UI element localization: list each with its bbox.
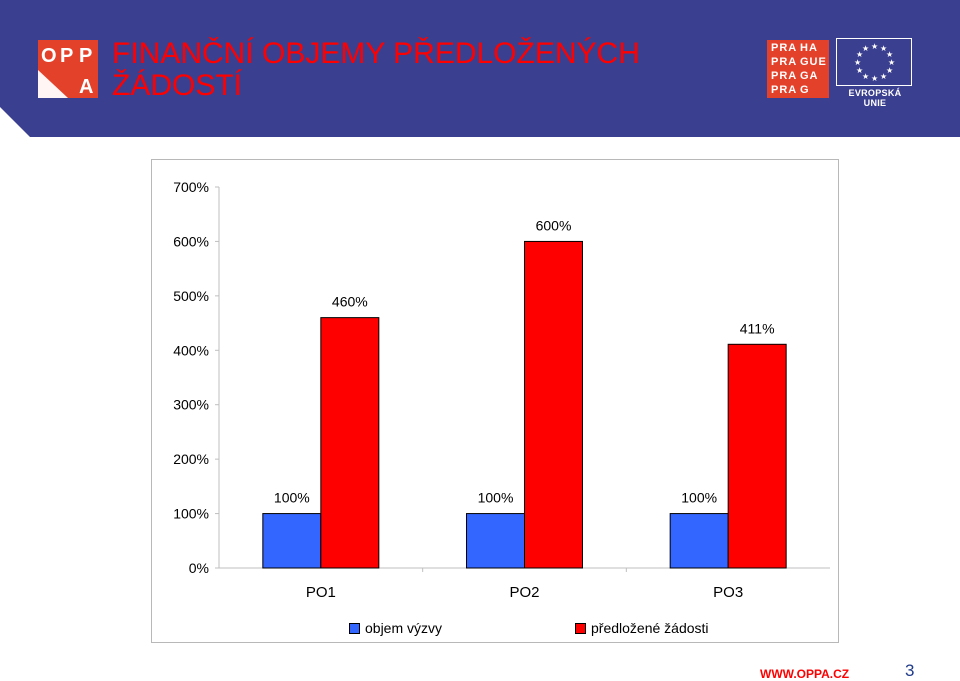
praha-logo-r1b: HA [800, 42, 818, 54]
bar-objem-po3 [669, 513, 729, 569]
header-background [0, 0, 960, 137]
y-tick-label: 200% [173, 451, 209, 467]
svg-text:★: ★ [886, 66, 893, 75]
y-tick-label: 600% [173, 233, 209, 249]
footer-url[interactable]: WWW.OPPA.CZ [760, 667, 850, 681]
praha-logo: PRA HA PRA GUE PRA GA PRA G [767, 40, 829, 98]
chart-frame: 0% 100% 200% 300% 400% 500% 600% 700% PO1 100% 460… [151, 159, 839, 643]
oppa-letter-3: P [79, 45, 92, 67]
y-tick-label: 700% [173, 179, 209, 195]
oppa-letter-4: A [79, 76, 93, 98]
praha-logo-r2b: GUE [800, 56, 827, 68]
legend-label-objem: objem výzvy [365, 620, 443, 636]
legend-label-predlozene: předložené žádosti [591, 620, 709, 636]
svg-text:★: ★ [854, 58, 861, 67]
svg-text:★: ★ [862, 44, 869, 53]
bar-predlozene-po3 [727, 343, 787, 569]
praha-logo-r1a: PRA [771, 42, 798, 54]
legend-swatch-predlozene [575, 622, 586, 634]
data-label: 460% [332, 294, 368, 310]
y-tick-label: 400% [173, 342, 209, 358]
data-label: 411% [740, 320, 775, 336]
data-label: 100% [274, 490, 310, 506]
eu-label: EVROPSKÁ UNIE [848, 88, 902, 108]
svg-text:★: ★ [888, 58, 895, 67]
praha-logo-r3a: PRA [771, 70, 798, 82]
eu-stars: ★ ★ ★ ★ ★ ★ ★ ★ ★ ★ ★ ★ [854, 42, 895, 83]
oppa-logo: O P P A [38, 40, 98, 98]
page-title-line-1: FINANČNÍ OBJEMY PŘEDLOŽENÝCH [112, 37, 640, 70]
header-banner: O P P A FINANČNÍ OBJEMY PŘEDLOŽENÝCH ŽÁD… [0, 0, 960, 137]
legend-swatch-objem [349, 622, 360, 634]
praha-logo-r4a: PRA [771, 84, 798, 96]
praha-logo-r2a: PRA [771, 56, 798, 68]
eu-flag-icon: ★ ★ ★ ★ ★ ★ ★ ★ ★ ★ ★ ★ [836, 38, 912, 86]
bar-chart: 0% 100% 200% 300% 400% 500% 600% 700% PO1 100% 460… [173, 179, 830, 601]
oppa-letter-2: P [60, 45, 73, 67]
x-tick-label: PO3 [713, 584, 743, 601]
svg-text:★: ★ [856, 50, 863, 59]
bar-objem-po1 [262, 513, 322, 569]
bar-predlozene-po2 [524, 240, 583, 569]
svg-text:★: ★ [856, 66, 863, 75]
data-label: 100% [478, 490, 514, 506]
y-tick-label: 100% [173, 506, 209, 522]
page-title: FINANČNÍ OBJEMY PŘEDLOŽENÝCH ŽÁDOSTÍ [112, 38, 672, 102]
legend-item-objem: objem výzvy [349, 620, 442, 636]
bar-predlozene-po1 [320, 317, 380, 569]
svg-text:★: ★ [880, 44, 887, 53]
svg-text:★: ★ [862, 72, 869, 81]
y-tick-label: 300% [173, 397, 209, 413]
bar-objem-po2 [466, 513, 525, 569]
page-number: 3 [905, 661, 915, 680]
page-title-line-2: ŽÁDOSTÍ [112, 69, 243, 102]
data-label: 600% [536, 217, 572, 233]
eu-logo: ★ ★ ★ ★ ★ ★ ★ ★ ★ ★ ★ ★ EVROPSKÁ UNIE [836, 38, 914, 108]
x-tick-label: PO1 [306, 584, 336, 601]
svg-text:★: ★ [886, 50, 893, 59]
svg-text:★: ★ [880, 72, 887, 81]
svg-text:★: ★ [871, 42, 878, 51]
praha-logo-r4b: G [800, 84, 810, 96]
chart-legend: objem výzvy předložené žádosti [0, 620, 960, 640]
praha-logo-r3b: GA [800, 70, 819, 82]
oppa-letter-1: O [41, 45, 57, 67]
y-tick-label: 0% [189, 560, 209, 576]
data-label: 100% [681, 490, 717, 506]
legend-item-predlozene: předložené žádosti [575, 620, 709, 636]
svg-text:★: ★ [871, 74, 878, 83]
x-tick-label: PO2 [509, 584, 539, 601]
y-tick-label: 500% [173, 288, 209, 304]
